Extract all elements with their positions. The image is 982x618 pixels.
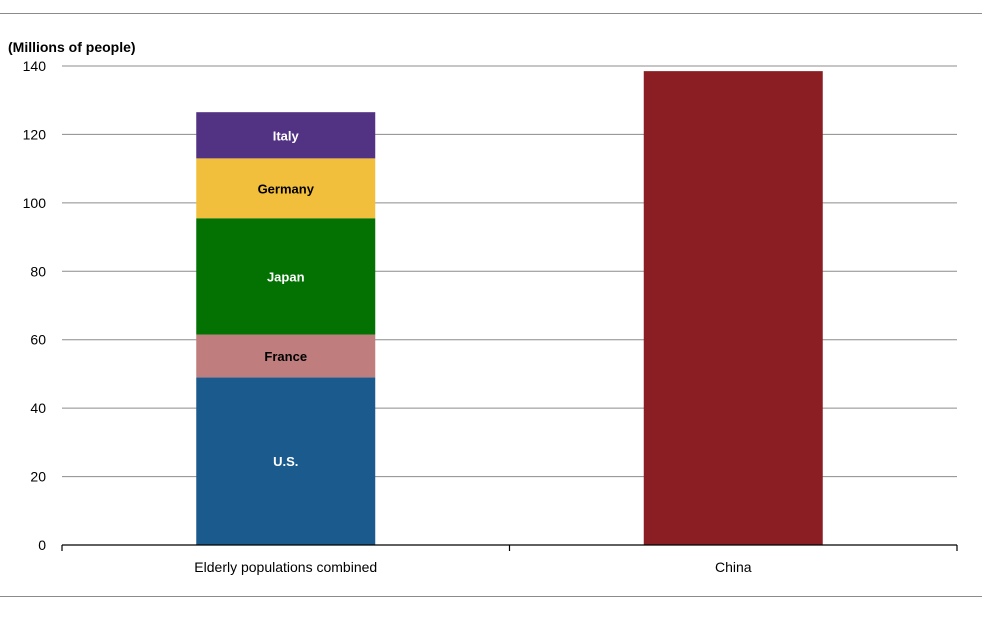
- bar-segment: [643, 71, 823, 545]
- y-tick-label: 60: [30, 332, 46, 348]
- y-tick-label: 0: [38, 537, 46, 553]
- x-axis: Elderly populations combined China: [61, 544, 958, 575]
- bar-segment: [196, 218, 376, 335]
- bar-segment-label: Japan: [267, 269, 305, 284]
- y-tick-label: 140: [23, 58, 47, 74]
- bar-segment: [196, 377, 376, 545]
- y-tick-label: 120: [23, 126, 47, 142]
- bars: U.S. France Japan Germany Italy: [196, 71, 823, 545]
- bottom-rule: [0, 596, 982, 597]
- y-tick-label: 100: [23, 195, 47, 211]
- top-rule: [0, 13, 982, 14]
- bar-segment-label: U.S.: [273, 454, 298, 469]
- x-category-label: Elderly populations combined: [194, 559, 377, 575]
- bar-segment: [196, 334, 376, 378]
- bar-segment: [196, 158, 376, 219]
- y-axis-ticks: 0 20 40 60 80 100 120 140: [23, 58, 47, 553]
- y-tick-label: 80: [30, 263, 46, 279]
- bar-segment: [196, 112, 376, 159]
- x-category-label: China: [715, 559, 752, 575]
- bar-segment-label: Italy: [273, 128, 300, 143]
- y-tick-label: 40: [30, 400, 46, 416]
- bar-segment-label: France: [264, 349, 307, 364]
- y-unit-label: (Millions of people): [8, 39, 136, 55]
- y-tick-label: 20: [30, 469, 46, 485]
- bar-segment-label: Germany: [258, 181, 315, 196]
